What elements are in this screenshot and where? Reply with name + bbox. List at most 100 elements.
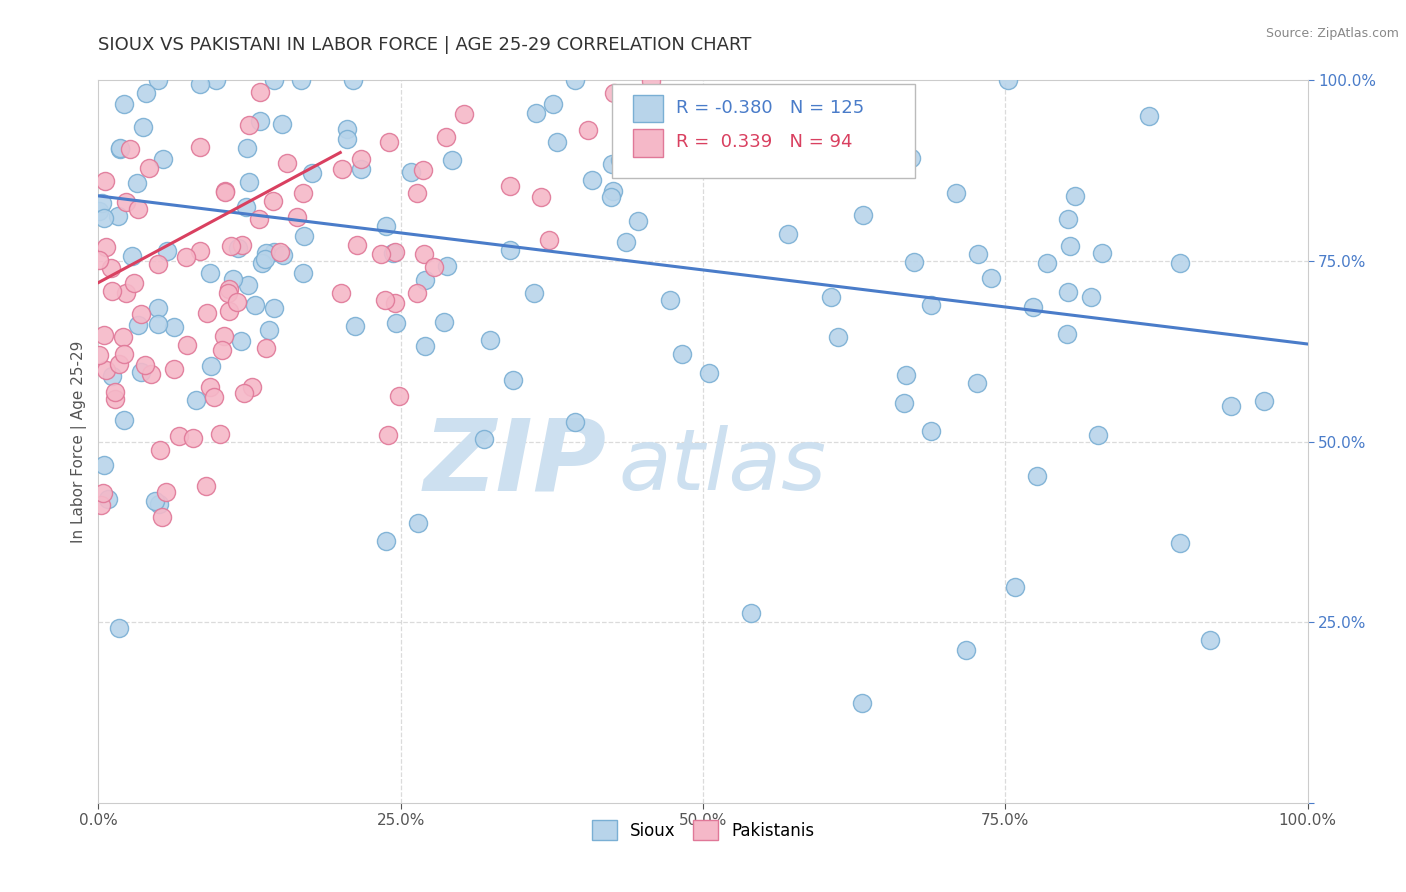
Point (135, 87, 157, 101)
Point (489, 59, 512, 73)
Point (1025, 469, 1047, 483)
Point (146, 256, 169, 270)
Point (217, 285, 239, 300)
Point (692, 129, 714, 144)
Point (377, 428, 399, 442)
Point (112, 413, 135, 427)
Point (238, 175, 260, 189)
Point (218, 282, 240, 296)
Point (668, 59, 690, 73)
Y-axis label: In Labor Force | Age 25-29: In Labor Force | Age 25-29 (72, 341, 87, 542)
Point (90, 498, 112, 512)
Point (332, 162, 354, 177)
Point (285, 210, 308, 224)
Point (146, 73, 169, 87)
Point (263, 301, 285, 315)
Point (640, 74, 662, 88)
Point (250, 255, 273, 269)
Point (373, 293, 395, 307)
Point (697, 366, 720, 380)
FancyBboxPatch shape (613, 84, 915, 178)
Point (945, 186, 967, 200)
Point (231, 238, 253, 252)
Point (423, 260, 446, 275)
Point (104, 384, 127, 399)
Point (384, 245, 406, 260)
Point (108, 621, 131, 635)
Legend: Sioux, Pakistanis: Sioux, Pakistanis (583, 812, 823, 848)
Point (271, 248, 294, 262)
Point (167, 429, 190, 443)
Point (367, 59, 389, 73)
Point (436, 260, 458, 274)
Point (966, 247, 988, 261)
Point (1004, 580, 1026, 594)
Point (108, 357, 131, 371)
Point (134, 358, 156, 372)
Point (614, 235, 637, 250)
Point (374, 219, 396, 233)
Point (163, 361, 186, 376)
Point (129, 366, 152, 380)
Point (205, 73, 228, 87)
Point (129, 307, 152, 321)
Point (413, 339, 436, 353)
Point (202, 390, 225, 404)
Point (249, 211, 271, 226)
Point (150, 509, 173, 524)
Point (249, 85, 271, 99)
Point (523, 286, 546, 301)
Point (176, 338, 198, 352)
Point (576, 123, 599, 137)
Text: R = -0.380   N = 125: R = -0.380 N = 125 (676, 99, 865, 117)
Point (112, 346, 135, 360)
Point (112, 330, 135, 344)
Point (226, 241, 249, 255)
Point (152, 152, 174, 166)
Point (149, 442, 172, 457)
Point (378, 135, 401, 149)
Point (89, 203, 111, 218)
Point (384, 316, 406, 330)
Point (125, 176, 148, 190)
Point (222, 272, 245, 286)
Point (253, 252, 276, 267)
Point (602, 184, 624, 198)
Point (148, 497, 170, 511)
Point (538, 233, 561, 247)
Point (211, 343, 233, 358)
Point (143, 494, 166, 508)
Point (127, 202, 149, 216)
Point (370, 246, 392, 260)
Point (96, 240, 118, 254)
Point (564, 59, 586, 73)
Point (659, 293, 682, 307)
Point (980, 271, 1002, 285)
Point (87, 348, 110, 362)
Point (214, 185, 236, 199)
Point (401, 165, 423, 179)
Point (198, 380, 221, 394)
Point (186, 393, 208, 408)
Point (740, 606, 762, 620)
Point (141, 367, 163, 381)
Point (290, 73, 312, 87)
Point (1059, 238, 1081, 252)
Point (541, 96, 564, 111)
Point (1220, 399, 1243, 413)
Point (254, 341, 277, 355)
Point (245, 298, 267, 312)
Point (229, 334, 252, 349)
Point (433, 315, 456, 329)
Point (115, 195, 138, 210)
Point (903, 254, 925, 268)
Point (546, 135, 568, 149)
Point (163, 319, 186, 334)
Point (235, 200, 257, 214)
Point (240, 380, 263, 394)
Point (453, 107, 475, 121)
Point (263, 244, 285, 259)
Point (100, 285, 122, 299)
Point (91, 195, 114, 210)
Point (502, 373, 524, 387)
